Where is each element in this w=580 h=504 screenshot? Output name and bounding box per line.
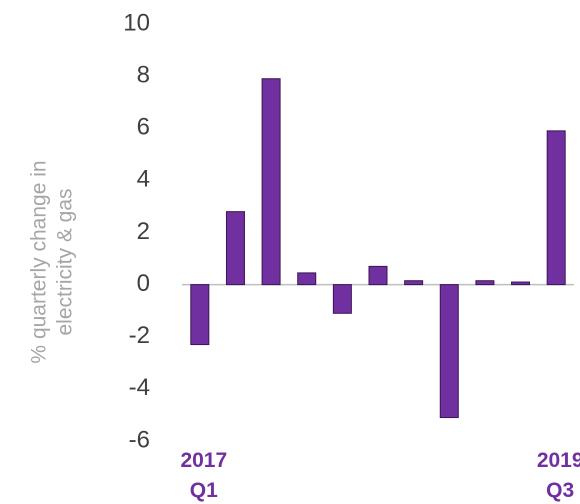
bar (404, 280, 424, 286)
x-tick-label-line: 2017 (180, 449, 227, 472)
y-tick-label: 0 (137, 270, 150, 297)
x-tick-label: 2019 Q3 (537, 449, 580, 502)
bar (332, 284, 352, 314)
bar (475, 280, 495, 286)
bar (546, 130, 566, 286)
bar (190, 284, 210, 346)
y-tick-label: 6 (137, 114, 150, 141)
x-tick-label-line: Q3 (546, 479, 574, 502)
bar (368, 265, 388, 286)
bar (261, 78, 281, 286)
y-tick-label: -4 (129, 374, 150, 401)
y-tick-label: -2 (129, 322, 150, 349)
x-tick-label: 2017 Q1 (180, 449, 227, 502)
y-label-line: % quarterly change in (28, 160, 51, 363)
y-tick-label: 4 (137, 166, 150, 193)
x-tick-label-line: 2019 (537, 449, 580, 472)
y-tick-label: 8 (137, 61, 150, 88)
bar (511, 281, 531, 286)
y-tick-label: 10 (123, 9, 150, 36)
bar (225, 211, 245, 286)
bar (439, 284, 459, 419)
y-axis-title: % quarterly change in electricity & gas (28, 160, 77, 363)
bar (297, 272, 317, 286)
y-tick-label: -6 (129, 426, 150, 453)
y-tick-label: 2 (137, 218, 150, 245)
y-label-line: electricity & gas (54, 188, 77, 335)
x-tick-label-line: Q1 (190, 479, 218, 502)
